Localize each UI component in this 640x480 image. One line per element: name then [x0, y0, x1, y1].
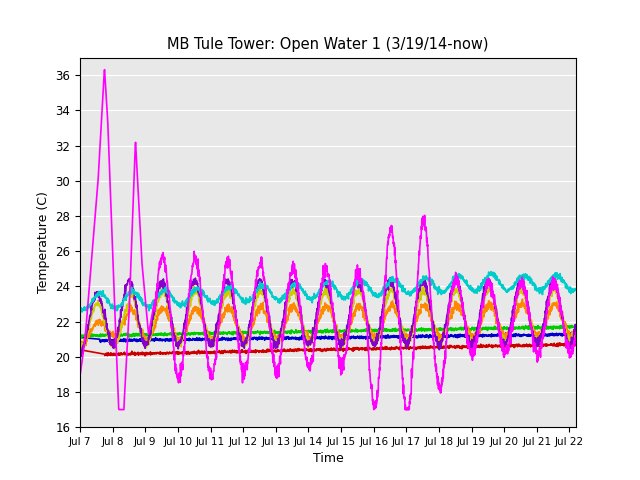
Wat1_Ts-32 [76, 347, 84, 353]
Wat1_Tw+50 [487, 269, 495, 275]
Line: Wat1_Tw+30: Wat1_Tw+30 [80, 277, 576, 357]
Wat1_Tw+50 [102, 295, 109, 301]
Wat1_Ts0 [558, 313, 566, 319]
Wat1_Tw+50 [558, 275, 566, 280]
Line: Wat1_Tw+50: Wat1_Tw+50 [80, 272, 576, 312]
Wat1_Tw+30 [572, 323, 580, 328]
Wat1_Ts0 [102, 328, 109, 334]
Wat1_Tw+50 [572, 287, 580, 292]
Wat1_Tw+30 [317, 286, 325, 292]
Wat1_Tw+30 [76, 349, 84, 355]
Wat1_Ts-8 [467, 327, 475, 333]
Wat1_Ts0 [467, 335, 475, 341]
Wat1_Ts-32 [558, 342, 566, 348]
Wat1_Ts-32 [317, 348, 325, 353]
Wat1_Tw+10 [558, 313, 566, 319]
Wat1_Ts0 [518, 296, 526, 302]
Wat1_Tw+50 [317, 284, 325, 289]
Wat1_Ts0 [305, 334, 312, 340]
Wat1_Ts-8 [534, 323, 542, 328]
Wat1_Tw+30 [550, 274, 557, 280]
Wat1_Tw+30 [77, 354, 85, 360]
Wat1_Ts0 [572, 322, 580, 327]
Wat1_Tw+50 [558, 276, 566, 282]
Wat1_Ts-32 [467, 344, 475, 349]
Wat1_Tw+30 [305, 341, 312, 347]
Wat1_Ts-16 [102, 338, 109, 344]
Wat1_Ts-16 [305, 336, 312, 341]
Line: Wat1_Ts0: Wat1_Ts0 [80, 299, 576, 346]
Wat1_Tw+30 [467, 344, 475, 350]
Wat1_Tw+10 [467, 335, 475, 340]
Wat1_Ts-8 [317, 330, 325, 336]
Wat1_Tw100 [76, 373, 84, 379]
Wat1_Ts-16 [568, 329, 575, 335]
Wat1_Tw+10 [76, 342, 84, 348]
Wat1_Tw+50 [76, 305, 84, 311]
Wat1_Ts-8 [572, 325, 580, 331]
Wat1_Ts-32 [102, 352, 109, 358]
Wat1_Ts0 [558, 317, 566, 323]
Wat1_Ts-16 [317, 334, 325, 339]
Wat1_Tw+30 [558, 311, 566, 317]
Wat1_Ts-8 [76, 334, 84, 339]
Y-axis label: Temperature (C): Temperature (C) [36, 192, 50, 293]
X-axis label: Time: Time [312, 453, 344, 466]
Line: Wat1_Tw+10: Wat1_Tw+10 [80, 285, 576, 349]
Wat1_Tw+50 [467, 287, 475, 292]
Wat1_Ts-16 [558, 331, 566, 336]
Wat1_Ts0 [317, 308, 325, 314]
Wat1_Tw+10 [550, 282, 558, 288]
Line: Wat1_Ts-32: Wat1_Ts-32 [80, 342, 576, 356]
Wat1_Ts-32 [141, 353, 149, 359]
Wat1_Tw+10 [558, 312, 566, 318]
Wat1_Ts0 [81, 343, 89, 348]
Wat1_Ts-32 [305, 347, 312, 352]
Wat1_Ts0 [76, 341, 84, 347]
Wat1_Tw+10 [317, 299, 325, 304]
Line: Wat1_Ts-8: Wat1_Ts-8 [80, 325, 576, 337]
Wat1_Ts-16 [572, 331, 580, 337]
Wat1_Tw+30 [558, 313, 566, 319]
Wat1_Tw+30 [102, 314, 109, 320]
Wat1_Ts-16 [558, 332, 566, 338]
Wat1_Ts-16 [467, 333, 475, 338]
Title: MB Tule Tower: Open Water 1 (3/19/14-now): MB Tule Tower: Open Water 1 (3/19/14-now… [167, 37, 489, 52]
Wat1_Ts-16 [106, 339, 113, 345]
Wat1_Tw100 [318, 282, 326, 288]
Wat1_Tw100 [558, 309, 566, 314]
Line: Wat1_Tw100: Wat1_Tw100 [80, 70, 576, 409]
Wat1_Tw100 [572, 330, 580, 336]
Wat1_Tw100 [115, 407, 123, 412]
Line: Wat1_Ts-16: Wat1_Ts-16 [80, 332, 576, 342]
Wat1_Ts-8 [305, 327, 312, 333]
Wat1_Ts-8 [558, 325, 566, 331]
Wat1_Tw+10 [572, 324, 580, 330]
Wat1_Tw100 [558, 311, 566, 317]
Wat1_Ts-32 [558, 342, 566, 348]
Wat1_Ts-8 [102, 332, 109, 337]
Wat1_Tw+10 [305, 345, 312, 350]
Wat1_Tw100 [102, 83, 109, 89]
Wat1_Tw+50 [78, 309, 86, 315]
Wat1_Ts-32 [562, 339, 570, 345]
Wat1_Ts-16 [76, 335, 84, 340]
Wat1_Tw100 [100, 67, 108, 72]
Wat1_Tw100 [305, 364, 312, 370]
Wat1_Tw100 [467, 346, 475, 352]
Wat1_Ts-8 [77, 335, 85, 340]
Wat1_Ts-32 [572, 342, 580, 348]
Wat1_Tw+10 [102, 318, 109, 324]
Wat1_Tw+10 [111, 346, 119, 352]
Wat1_Tw+50 [305, 296, 312, 301]
Wat1_Ts-8 [558, 324, 566, 330]
